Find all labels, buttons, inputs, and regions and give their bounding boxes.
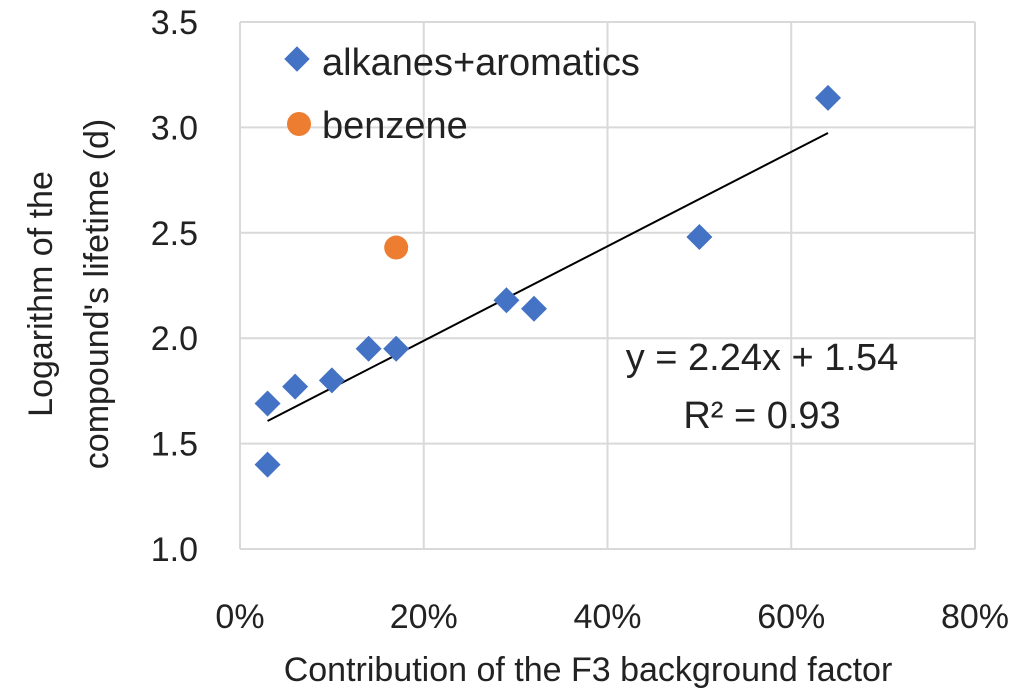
data-point-circle <box>384 235 409 260</box>
data-point-diamond <box>383 335 410 362</box>
y-tick-label: 3.0 <box>151 109 198 147</box>
y-axis-title-line-2: compound's lifetime (d) <box>78 119 116 469</box>
gridlines <box>239 21 976 550</box>
x-tick-label: 60% <box>757 598 825 636</box>
legend-marker-alkanes-aromatics <box>284 46 310 72</box>
trendline <box>267 132 829 422</box>
legend-marker-benzene <box>287 112 311 136</box>
data-point-diamond <box>493 287 520 314</box>
y-axis-title: Logarithm of the compound's lifetime (d) <box>22 119 116 469</box>
legend: alkanes+aromatics benzene <box>284 42 640 147</box>
data-point-diamond <box>686 224 713 251</box>
x-tick-label: 20% <box>390 598 458 636</box>
data-point-diamond <box>355 335 382 362</box>
y-tick-label: 2.5 <box>151 215 198 253</box>
y-tick-label: 1.5 <box>151 426 198 464</box>
y-axis-title-line-1: Logarithm of the <box>22 171 60 417</box>
legend-label-benzene: benzene <box>322 105 468 147</box>
legend-label-alkanes-aromatics: alkanes+aromatics <box>322 42 640 84</box>
trendline-equation: y = 2.24x + 1.54 <box>626 337 899 379</box>
data-point-diamond <box>815 84 841 111</box>
tick-labels: 1.0 1.5 2.0 2.5 3.0 3.5 0% 20% 40% 60% 80% <box>151 4 1009 636</box>
data-point-diamond <box>521 295 547 322</box>
data-point-diamond <box>282 373 309 400</box>
x-tick-label: 0% <box>215 598 264 636</box>
data-point-diamond <box>318 367 345 394</box>
r-squared-label: R² = 0.93 <box>683 395 840 437</box>
data-point-diamond <box>254 390 281 417</box>
y-tick-label: 1.0 <box>151 531 198 569</box>
x-tick-label: 80% <box>941 598 1009 636</box>
data-points <box>254 84 841 478</box>
data-point-diamond <box>254 451 281 478</box>
x-axis-title: Contribution of the F3 background factor <box>284 651 893 689</box>
y-tick-label: 2.0 <box>151 320 198 358</box>
y-tick-label: 3.5 <box>151 4 198 42</box>
x-tick-label: 40% <box>573 598 641 636</box>
